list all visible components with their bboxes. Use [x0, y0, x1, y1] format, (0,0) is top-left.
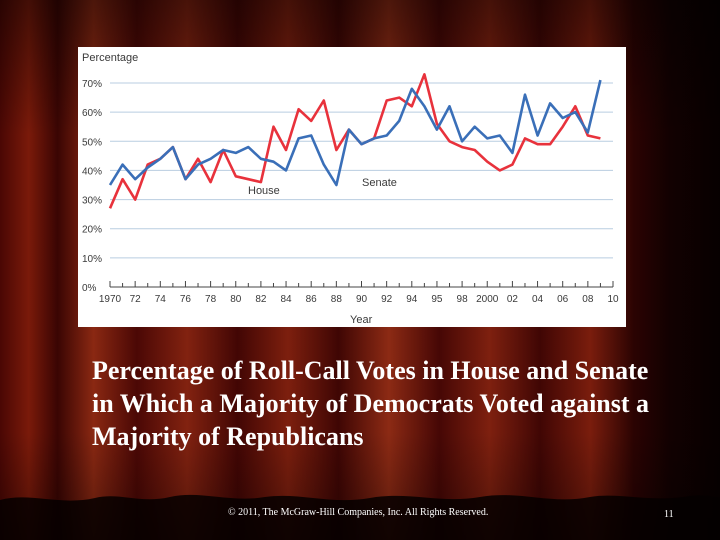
x-tick-label: 82: [255, 294, 267, 305]
x-tick-label: 90: [356, 294, 368, 305]
x-tick-label: 06: [557, 294, 569, 305]
x-tick-label: 94: [406, 294, 418, 305]
chart-series: [108, 72, 602, 209]
y-tick-label: 60%: [82, 108, 102, 119]
x-tick-label: 95: [431, 294, 443, 305]
y-tick-label: 20%: [82, 225, 102, 236]
x-tick-label: 92: [381, 294, 393, 305]
x-axis-title: Year: [350, 314, 373, 326]
footer-copyright: © 2011, The McGraw-Hill Companies, Inc. …: [228, 507, 489, 518]
page-number: 11: [664, 509, 674, 520]
x-tick-label: 1970: [99, 294, 122, 305]
chart-labels: Percentage Year House Senate 0% 10% 20% 30%…: [82, 52, 619, 326]
x-tick-label: 02: [507, 294, 519, 305]
x-tick-label: 80: [230, 294, 242, 305]
y-tick-label: 70%: [82, 79, 102, 90]
slide-title: Percentage of Roll-Call Votes in House a…: [92, 356, 650, 451]
x-tick-label: 08: [582, 294, 594, 305]
x-tick-label: 04: [532, 294, 544, 305]
y-axis-title: Percentage: [82, 52, 138, 64]
x-tick-label: 2000: [476, 294, 499, 305]
curtain-hem: [0, 494, 720, 540]
chart-panel: Percentage Year House Senate 0% 10% 20% 30%…: [78, 47, 626, 327]
line-chart: Percentage Year House Senate 0% 10% 20% 30%…: [82, 52, 619, 326]
x-tick-label: 10: [607, 294, 619, 305]
y-tick-label: 40%: [82, 166, 102, 177]
x-tick-label: 98: [457, 294, 469, 305]
y-tick-label: 10%: [82, 254, 102, 265]
senate-series-line: [108, 79, 602, 187]
x-tick-label: 72: [130, 294, 142, 305]
x-tick-label: 76: [180, 294, 192, 305]
y-tick-label: 30%: [82, 196, 102, 207]
x-tick-label: 88: [331, 294, 343, 305]
x-tick-label: 84: [280, 294, 292, 305]
y-tick-label: 0%: [82, 283, 97, 294]
x-tick-label: 78: [205, 294, 217, 305]
house-series-label: House: [248, 185, 280, 197]
y-tick-label: 50%: [82, 137, 102, 148]
x-tick-label: 86: [306, 294, 318, 305]
chart-axes: [109, 281, 614, 288]
x-tick-label: 74: [155, 294, 167, 305]
senate-series-label: Senate: [362, 177, 397, 189]
